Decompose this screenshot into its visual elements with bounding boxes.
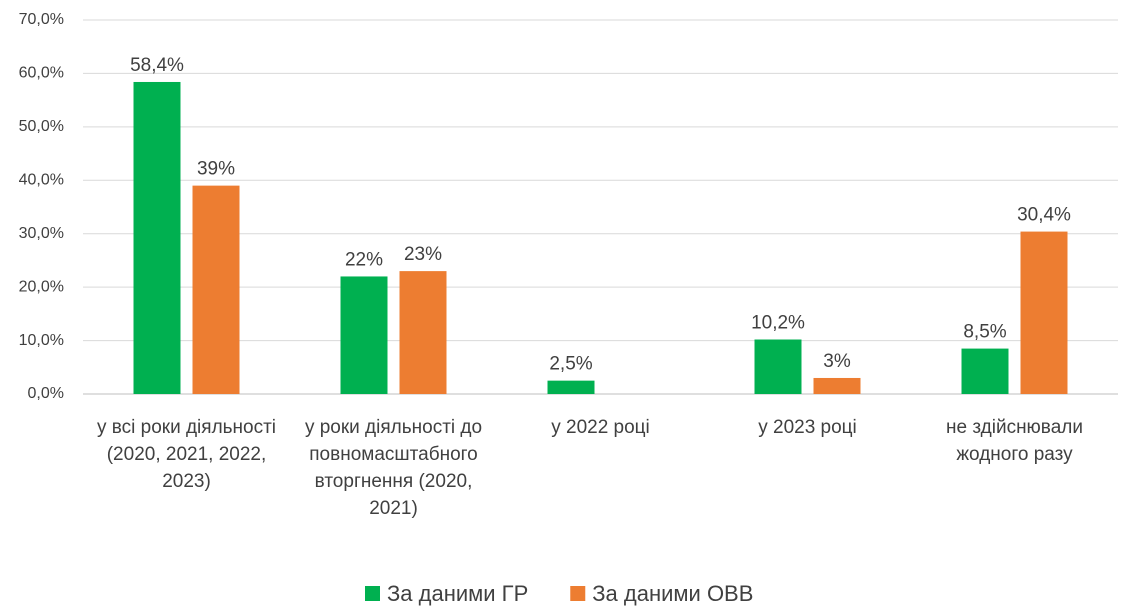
x-tick-label: у всі роки діяльності (2020, 2021, 2022,… — [96, 417, 277, 492]
data-label: 23% — [404, 244, 442, 265]
data-label: 58,4% — [130, 55, 184, 76]
bar — [1020, 231, 1068, 394]
bar — [754, 339, 802, 394]
y-tick-label: 40,0% — [19, 172, 64, 189]
legend-label: За даними ОВВ — [592, 581, 753, 606]
data-label: 2,5% — [549, 354, 592, 375]
bar — [961, 348, 1009, 394]
bar — [813, 377, 861, 394]
y-tick-label: 70,0% — [19, 11, 64, 28]
bar — [192, 185, 240, 394]
y-tick-label: 30,0% — [19, 225, 64, 242]
y-tick-label: 60,0% — [19, 65, 64, 82]
y-tick-label: 50,0% — [19, 118, 64, 135]
legend-label: За даними ГР — [387, 581, 528, 606]
bar — [547, 380, 595, 394]
data-label: 30,4% — [1017, 205, 1071, 226]
data-label: 10,2% — [751, 313, 805, 334]
x-tick-label: не здійснювали жодного разу — [946, 417, 1083, 465]
y-tick-label: 10,0% — [19, 332, 64, 349]
legend-swatch — [570, 586, 586, 601]
bar — [399, 271, 447, 394]
data-label: 39% — [197, 159, 235, 180]
legend-swatch — [365, 586, 380, 601]
y-tick-label: 20,0% — [19, 278, 64, 295]
x-tick-label: у 2023 році — [758, 417, 857, 438]
x-tick-label: у 2022 році — [551, 417, 650, 438]
x-tick-label: у роки діяльності до повномасштабного вт… — [304, 417, 483, 519]
data-label: 22% — [345, 249, 383, 270]
y-tick-label: 0,0% — [28, 385, 64, 402]
data-label: 3% — [823, 351, 851, 372]
bar — [340, 276, 388, 394]
data-label: 8,5% — [963, 322, 1006, 343]
bar — [133, 81, 181, 394]
